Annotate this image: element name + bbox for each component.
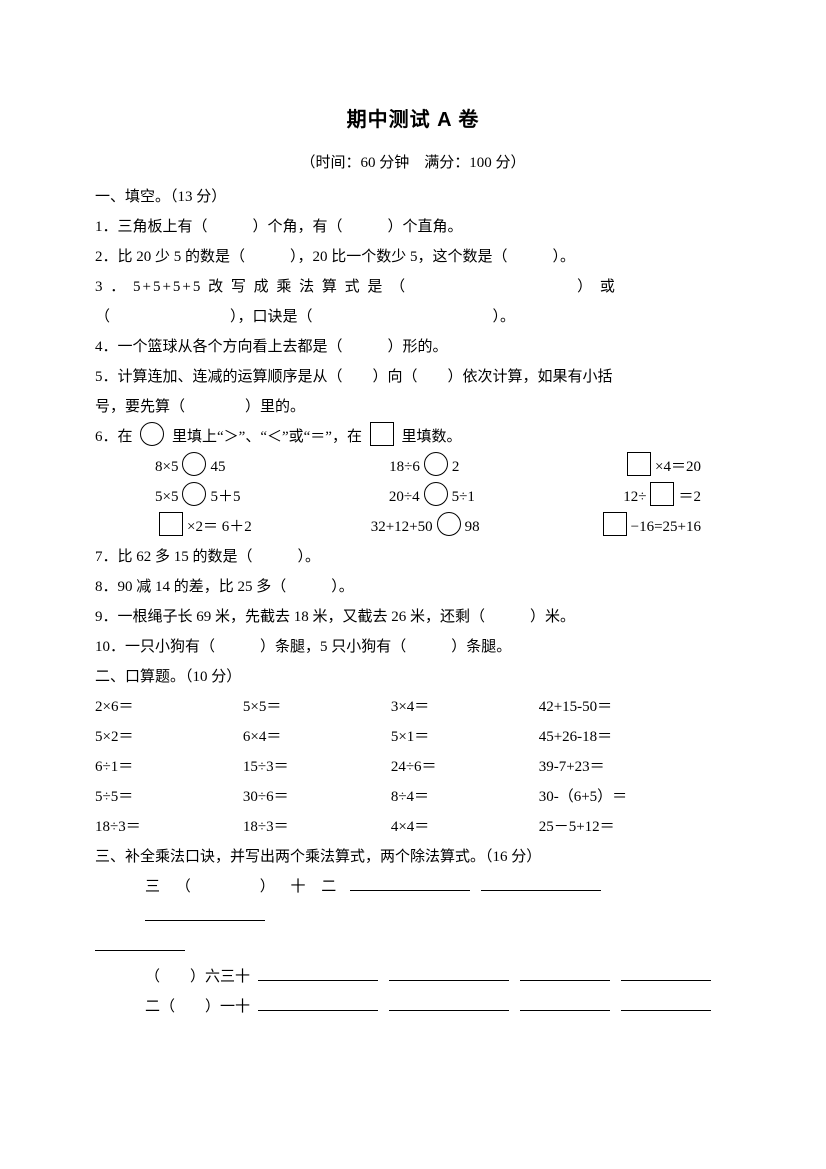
q7: 7．比 62 多 15 的数是（ ）。: [95, 542, 731, 572]
square-icon: [370, 422, 394, 446]
square-icon: [159, 512, 183, 536]
blank-line: [145, 902, 265, 921]
section1-head: 一、填空。（13 分）: [95, 182, 731, 212]
q6-row3: ×2＝ 6＋2 32+12+5098 −16=25+16: [95, 512, 731, 542]
blank-line: [258, 962, 378, 981]
calc-cell: 6×4＝: [243, 722, 391, 752]
cell: −16=25+16: [599, 512, 701, 542]
s3-l1: 三 （ ） 十 二: [95, 872, 731, 932]
circle-icon: [182, 452, 206, 476]
square-icon: [627, 452, 651, 476]
calc-cell: 45+26-18＝: [539, 722, 731, 752]
q6-suf: 里填数。: [401, 429, 461, 445]
circle-icon: [140, 422, 164, 446]
blank-line: [520, 962, 610, 981]
q5-line2: 号，要先算（ ）里的。: [95, 392, 731, 422]
q3-line2: （ ），口诀是（ ）。: [95, 302, 731, 332]
calc-cell: 6÷1＝: [95, 752, 243, 782]
blank-line: [520, 992, 610, 1011]
exam-meta: （时间：60 分钟 满分：100 分）: [95, 148, 731, 178]
q8: 8．90 减 14 的差，比 25 多（ ）。: [95, 572, 731, 602]
cell: 8×545: [155, 452, 225, 482]
cell: 32+12+5098: [371, 512, 480, 542]
circle-icon: [182, 482, 206, 506]
blank-line: [389, 992, 509, 1011]
blank-line: [621, 962, 711, 981]
calc-cell: 8÷4＝: [391, 782, 539, 812]
calc-cell: 4×4＝: [391, 812, 539, 842]
calc-cell: 18÷3＝: [95, 812, 243, 842]
calc-cell: 3×4＝: [391, 692, 539, 722]
q3-line1: 3 ． 5+5+5+5 改 写 成 乘 法 算 式 是 （ ） 或: [95, 272, 731, 302]
calc-cell: 18÷3＝: [243, 812, 391, 842]
q6: 6．在 里填上“＞”、“＜”或“＝”，在 里填数。: [95, 422, 731, 452]
exam-page: 期中测试 A 卷 （时间：60 分钟 满分：100 分） 一、填空。（13 分）…: [0, 0, 826, 1169]
section3-head: 三、补全乘法口诀，并写出两个乘法算式，两个除法算式。（16 分）: [95, 842, 731, 872]
blank-line: [350, 872, 470, 891]
q6-pre: 6．在: [95, 429, 133, 445]
calc-cell: 5×2＝: [95, 722, 243, 752]
blank-line: [258, 992, 378, 1011]
section2-head: 二、口算题。（10 分）: [95, 662, 731, 692]
page-title: 期中测试 A 卷: [95, 100, 731, 140]
q5-line1: 5．计算连加、连减的运算顺序是从（ ）向（ ）依次计算，如果有小括: [95, 362, 731, 392]
q4: 4．一个篮球从各个方向看上去都是（ ）形的。: [95, 332, 731, 362]
calc-cell: 25－5+12＝: [539, 812, 731, 842]
circle-icon: [437, 512, 461, 536]
q6-row1: 8×545 18÷62 ×4＝20: [95, 452, 731, 482]
calc-cell: 15÷3＝: [243, 752, 391, 782]
blank-line: [621, 992, 711, 1011]
cell: 5×55＋5: [155, 482, 240, 512]
circle-icon: [424, 452, 448, 476]
circle-icon: [424, 482, 448, 506]
s3-l3: 二（ ）一十: [95, 992, 731, 1022]
cell: 18÷62: [389, 452, 459, 482]
q6-row2: 5×55＋5 20÷45÷1 12÷＝2: [95, 482, 731, 512]
q10: 10．一只小狗有（ ）条腿，5 只小狗有（ ）条腿。: [95, 632, 731, 662]
calc-cell: 30÷6＝: [243, 782, 391, 812]
s3-l2: （ ）六三十: [95, 962, 731, 992]
q9: 9．一根绳子长 69 米，先截去 18 米，又截去 26 米，还剩（ ）米。: [95, 602, 731, 632]
q2: 2．比 20 少 5 的数是（ ），20 比一个数少 5，这个数是（ ）。: [95, 242, 731, 272]
square-icon: [603, 512, 627, 536]
mental-math-grid: 2×6＝5×5＝3×4＝42+15-50＝ 5×2＝6×4＝5×1＝45+26-1…: [95, 692, 731, 842]
square-icon: [650, 482, 674, 506]
calc-cell: 39-7+23＝: [539, 752, 731, 782]
calc-cell: 5×1＝: [391, 722, 539, 752]
q1: 1．三角板上有（ ）个角，有（ ）个直角。: [95, 212, 731, 242]
calc-cell: 30-（6+5）＝: [539, 782, 731, 812]
calc-cell: 5÷5＝: [95, 782, 243, 812]
q6-mid: 里填上“＞”、“＜”或“＝”，在: [172, 429, 362, 445]
calc-cell: 5×5＝: [243, 692, 391, 722]
s3-l1b: [95, 932, 731, 962]
cell: ×4＝20: [623, 452, 701, 482]
cell: ×2＝ 6＋2: [155, 512, 252, 542]
calc-cell: 24÷6＝: [391, 752, 539, 782]
cell: 12÷＝2: [623, 482, 701, 512]
calc-cell: 2×6＝: [95, 692, 243, 722]
blank-line: [95, 932, 185, 951]
cell: 20÷45÷1: [389, 482, 475, 512]
blank-line: [481, 872, 601, 891]
calc-cell: 42+15-50＝: [539, 692, 731, 722]
blank-line: [389, 962, 509, 981]
